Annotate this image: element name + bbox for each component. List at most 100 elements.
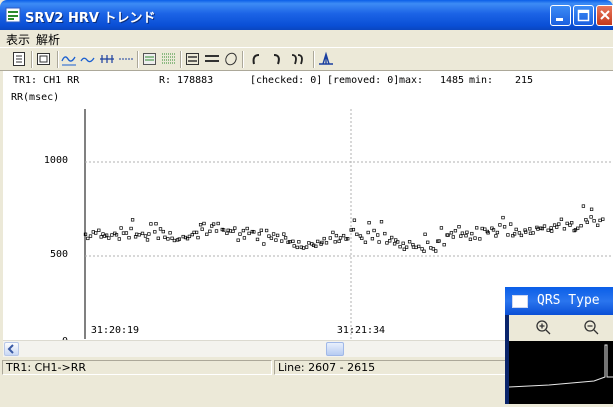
data-point [502,225,507,229]
menu-analysis[interactable]: 解析 [36,33,61,47]
data-point [262,242,266,246]
minimize-button[interactable] [550,5,571,26]
rotate-left-icon[interactable] [248,51,264,67]
y-tick-label: 1000 [44,155,68,166]
data-point [431,247,436,251]
data-point [377,240,381,244]
data-point [316,239,320,244]
data-point [104,233,109,237]
data-point [464,234,468,238]
data-point [307,241,311,245]
max-label: max: [399,75,424,86]
equal2-icon[interactable] [204,51,220,67]
data-point [528,231,533,235]
data-point [295,245,299,250]
data-point [511,234,515,238]
data-point [161,229,165,234]
data-point [414,245,418,250]
data-point [145,238,150,242]
data-point [245,226,249,231]
data-point [442,243,446,247]
data-point [166,237,170,241]
data-point [366,230,370,235]
data-point [394,238,398,242]
rotate-multi-icon[interactable] [290,51,306,67]
toolbar [0,47,613,71]
spike-icon[interactable] [318,51,334,67]
list-icon[interactable] [142,51,158,67]
data-point [114,233,119,237]
rotate-right-icon[interactable] [269,51,285,67]
data-point [524,230,528,234]
scroll-thumb[interactable] [326,342,344,356]
data-point [200,227,204,231]
data-point [383,231,387,236]
ruler-icon[interactable] [99,51,115,67]
data-point [457,225,461,229]
zoom-out-icon[interactable] [583,319,599,335]
data-point [557,222,561,226]
data-point [149,222,153,226]
removed-count: [removed: 0] [327,75,400,86]
data-point [514,227,518,232]
doc-icon[interactable] [11,51,27,67]
data-point [187,234,192,239]
wave-icon[interactable] [61,51,77,67]
maximize-button[interactable] [573,5,594,26]
data-point [517,231,522,235]
data-point [177,237,181,241]
wave2-icon[interactable] [80,51,96,67]
data-point [568,223,572,227]
qrs-toolbar [509,315,613,341]
lasso-icon[interactable] [223,51,239,67]
qrs-type-window[interactable]: QRS Type [505,287,613,404]
data-point [417,244,421,249]
data-point [86,236,90,241]
image-icon[interactable] [36,51,52,67]
data-point [156,236,160,240]
menu-view[interactable]: 表示 [6,33,31,47]
data-point [422,249,426,253]
data-point [271,232,276,236]
data-point [233,226,237,230]
equal-icon[interactable] [185,51,201,67]
status-line: Line: 2607 - 2615 [274,360,506,375]
data-point [247,231,251,236]
y-tick-label: 0 [62,336,68,340]
app-icon [5,7,21,23]
data-point [301,246,306,250]
multiwave-icon[interactable] [161,51,177,67]
data-point [565,221,569,226]
data-point [333,240,337,244]
data-point [283,236,288,240]
dash-icon[interactable] [118,51,134,67]
data-point [117,237,121,241]
trace-label: TR1: CH1 RR [13,75,80,86]
data-point [255,237,260,242]
data-point [542,224,547,228]
data-point [388,239,392,243]
data-point [225,231,229,235]
data-point [355,232,359,236]
data-point [570,221,574,225]
data-point [451,235,455,239]
data-point [83,232,88,236]
close-button[interactable] [596,5,613,26]
data-point [581,204,586,208]
data-point [137,233,141,237]
data-point [426,240,430,244]
data-point [257,232,261,236]
data-point [470,231,474,236]
data-point [598,218,602,223]
data-point [121,231,126,235]
min-value: 215 [515,75,534,86]
title-bar: SRV2 HRV トレンド [0,0,613,30]
data-point [292,244,296,248]
data-point [592,219,596,223]
data-point [88,234,93,238]
data-point [168,231,172,235]
zoom-in-icon[interactable] [535,319,551,335]
scroll-left-button[interactable] [4,342,19,356]
data-point [143,234,148,238]
horizontal-scrollbar[interactable] [3,340,613,357]
